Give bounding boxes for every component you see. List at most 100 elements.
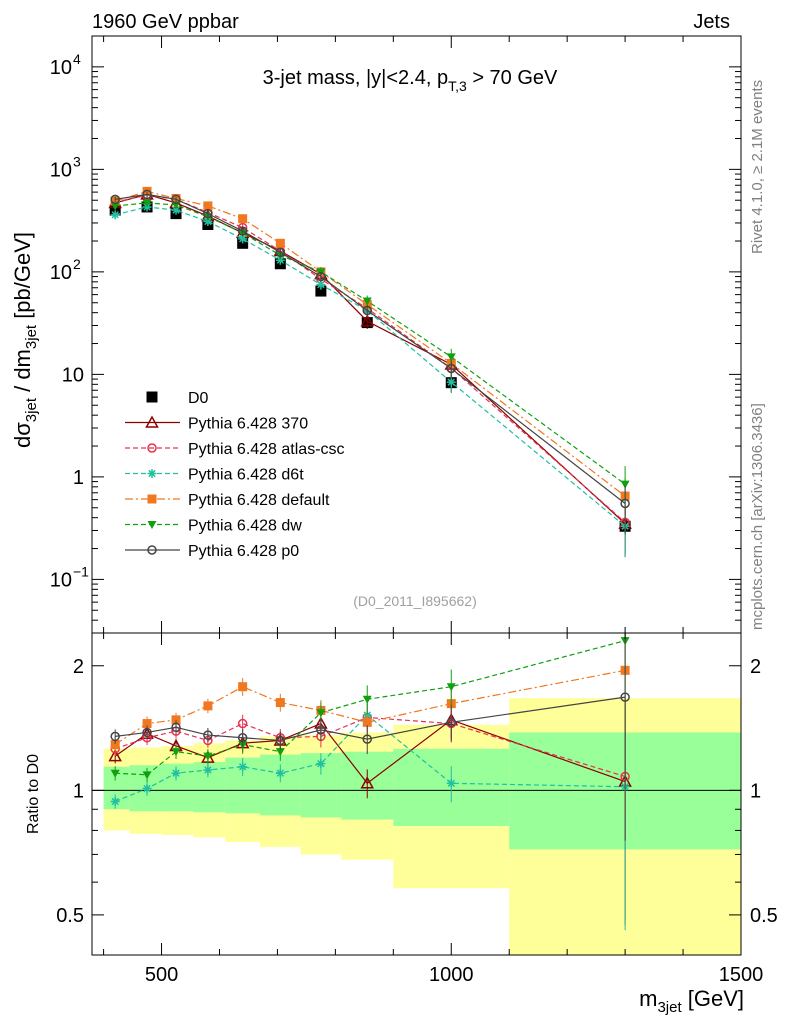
ratio-pythia-6-428-dw-point <box>275 748 285 757</box>
ratio-pythia-6-428-p0-point <box>110 731 120 742</box>
y-tick-exponent: 2 <box>73 256 81 272</box>
legend-pythia-6-428-p0-label: Pythia 6.428 p0 <box>188 543 299 560</box>
ratio-panel: 500 1000 1500 0.5 0.5 1 1 2 2 Ratio to D0 <box>25 632 778 986</box>
series-pythia-6-428-default-point <box>142 186 152 196</box>
ratio-pythia-6-428-p0-point <box>316 725 326 735</box>
ratio-pythia-6-428-p0-point <box>275 735 286 746</box>
main-chart-title: 3-jet mass, |y|<2.4, pT,3 > 70 GeV <box>263 67 558 94</box>
ratio-axis-ticks: 500 1000 1500 0.5 0.5 1 1 2 2 <box>56 633 778 986</box>
series-pythia-6-428-d6t-point <box>238 234 248 244</box>
header-group-label: Jets <box>693 11 730 33</box>
main-chart-title-post: > 70 GeV <box>467 67 558 89</box>
legend-pythia-6-428-d6t-label: Pythia 6.428 d6t <box>188 467 304 484</box>
series-pythia-6-428-p0-point <box>362 305 372 316</box>
y-tick-label: 10 <box>50 159 72 181</box>
main-y-axis-label: dσ3jet / dm3jet [pb/GeV] <box>10 232 40 448</box>
x-tick-label: 1500 <box>719 964 764 986</box>
main-plot-area <box>108 186 632 558</box>
ratio-pythia-6-428-dw-point <box>316 709 326 718</box>
series-pythia-6-428-atlas-csc-line <box>115 194 626 523</box>
series-pythia-6-428-370-point <box>360 314 375 327</box>
main-chart-title-pre: 3-jet mass, |y|<2.4, p <box>263 67 448 89</box>
ratio-pythia-6-428-dw-point <box>110 769 120 778</box>
ratio-pythia-6-428-370-point <box>108 749 122 762</box>
ratio-pythia-6-428-default-point <box>203 701 213 711</box>
series-pythia-6-428-d6t-point <box>275 255 285 265</box>
header-energy-label: 1960 GeV ppbar <box>92 11 239 33</box>
ratio-pythia-6-428-default-point <box>171 715 181 725</box>
series-pythia-6-428-d6t-point <box>171 205 181 215</box>
ratio-pythia-6-428-default-point <box>110 740 120 750</box>
x-axis-label-unit: [GeV] <box>682 986 744 1011</box>
ratio-y-tick-label: 2 <box>73 656 84 678</box>
legend-d0-marker <box>146 391 158 403</box>
legend-pythia-6-428-atlas-csc-marker <box>147 443 157 453</box>
ratio-pythia-6-428-default-point <box>362 717 372 727</box>
y-tick-label: 10 <box>62 364 84 386</box>
legend-pythia-6-428-default-marker <box>147 494 157 504</box>
y-tick-exponent: −1 <box>73 563 89 579</box>
series-pythia-6-428-p0-line <box>115 193 626 504</box>
ratio-pythia-6-428-d6t-line <box>114 714 626 803</box>
main-y-axis-label-a-sub: 3jet <box>23 397 40 422</box>
x-axis-label-base: m <box>639 986 657 1011</box>
mcplots-label: mcplots.cern.ch [arXiv:1306.3436] <box>749 403 766 630</box>
ratio-pythia-6-428-370-point <box>360 776 375 789</box>
main-y-axis-label-c: [pb/GeV] <box>10 232 35 325</box>
legend-pythia-6-428-dw-marker <box>147 521 157 529</box>
main-chart-title-sub: T,3 <box>448 78 467 94</box>
ratio-pythia-6-428-atlas-csc-line <box>114 716 626 778</box>
ratio-pythia-6-428-dw-point <box>446 683 456 692</box>
series-pythia-6-428-dw-point <box>362 297 372 306</box>
legend-pythia-6-428-d6t-marker <box>147 469 157 478</box>
series-pythia-6-428-dw-point <box>142 199 152 208</box>
ratio-pythia-6-428-d6t-point <box>142 784 152 794</box>
series-pythia-6-428-p0-point <box>110 194 120 205</box>
series-pythia-6-428-p0-point <box>275 247 286 258</box>
series-pythia-6-428-default-point <box>238 214 248 224</box>
ratio-pythia-6-428-d6t-point <box>275 768 285 778</box>
ratio-plot-area <box>92 633 741 955</box>
series-pythia-6-428-dw-point <box>446 353 456 362</box>
ratio-pythia-6-428-p0-point <box>237 732 248 743</box>
ratio-pythia-6-428-p0-point <box>362 734 372 744</box>
ratio-pythia-6-428-atlas-csc-point <box>237 718 248 729</box>
series-pythia-6-428-d6t-point <box>110 210 120 220</box>
x-tick-label: 1000 <box>429 964 474 986</box>
main-y-axis-label-b: / dm <box>10 349 35 398</box>
y-tick-exponent: 3 <box>73 153 81 169</box>
series-pythia-6-428-p0-point <box>446 363 457 374</box>
ratio-pythia-6-428-p0-line <box>115 696 626 742</box>
y-tick-label: 10 <box>50 569 72 591</box>
series-pythia-6-428-p0-point <box>237 226 248 236</box>
series-pythia-6-428-dw-point <box>110 202 120 211</box>
ratio-pythia-6-428-dw-point <box>203 752 213 761</box>
series-pythia-6-428-d6t-point <box>203 217 213 227</box>
ratio-pythia-6-428-d6t-point <box>110 796 120 806</box>
legend-pythia-6-428-atlas-csc-label: Pythia 6.428 atlas-csc <box>188 441 345 458</box>
series-pythia-6-428-default-point <box>275 238 285 248</box>
ratio-pythia-6-428-default-point <box>142 719 152 729</box>
ratio-y-tick-label: 1 <box>73 780 84 802</box>
series-d0-point <box>315 285 327 297</box>
ratio-pythia-6-428-p0-point <box>203 730 213 740</box>
legend-pythia-6-428-default-label: Pythia 6.428 default <box>188 492 330 509</box>
series-pythia-6-428-default-point <box>203 201 213 211</box>
series-pythia-6-428-dw-line <box>115 202 626 485</box>
ratio-pythia-6-428-d6t-point <box>316 759 326 769</box>
ratio-pythia-6-428-d6t-point <box>171 768 181 778</box>
ratio-band-inner <box>260 754 301 816</box>
series-pythia-6-428-p0-point <box>316 271 326 282</box>
ratio-y-axis-label: Ratio to D0 <box>25 754 42 834</box>
ratio-pythia-6-428-dw-point <box>362 695 372 704</box>
ratio-y-tick-label-right: 0.5 <box>750 905 778 927</box>
ratio-pythia-6-428-p0-point <box>446 717 457 728</box>
ratio-pythia-6-428-p0-point <box>620 692 630 702</box>
series-pythia-6-428-d6t-point <box>316 280 326 290</box>
ratio-y-tick-label-right: 2 <box>750 656 761 678</box>
series-pythia-6-428-d6t-line <box>115 206 626 527</box>
y-tick-label: 10 <box>50 57 72 79</box>
main-y-axis-label-a: dσ <box>10 422 35 448</box>
